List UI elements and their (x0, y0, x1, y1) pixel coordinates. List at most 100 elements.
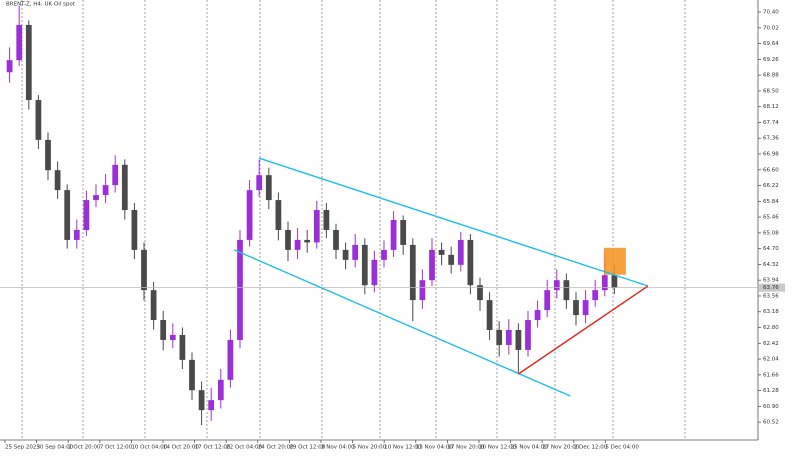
y-tick-label: 63.56 (763, 293, 779, 299)
x-tick-label: 13 Nov 04:00 (416, 445, 454, 451)
candle-body (304, 239, 311, 243)
current-price-label: 63.76 (763, 285, 779, 291)
candle-body (448, 254, 455, 265)
candle-body (131, 210, 138, 250)
candle-body (409, 244, 416, 301)
candle-body (477, 285, 483, 301)
y-tick-label: 65.08 (763, 230, 779, 236)
candle-body (400, 220, 407, 245)
x-tick-label: 3 Nov 04:00 (321, 445, 355, 451)
candle-body (563, 280, 570, 301)
candle-body (352, 244, 359, 260)
candle-body (429, 249, 435, 281)
x-tick-label: 17 Oct 12:00 (195, 445, 231, 451)
candle-body (515, 330, 522, 350)
candle-body (73, 229, 80, 240)
x-tick-label: 30 Sep 04:00 (37, 445, 74, 451)
y-tick-label: 69.26 (763, 57, 779, 63)
x-tick-label: 7 Oct 12:00 (100, 445, 133, 451)
candle-body (601, 275, 608, 291)
candle-body (275, 200, 282, 230)
y-tick-label: 70.40 (763, 10, 779, 16)
candle-body (227, 339, 234, 380)
y-tick-label: 62.42 (763, 341, 779, 347)
candle-body (534, 310, 541, 321)
candle-body (371, 259, 378, 286)
candle-body (83, 200, 90, 230)
trendline (233, 249, 571, 397)
y-tick-label: 60.52 (763, 420, 779, 426)
y-tick-label: 66.60 (763, 167, 779, 173)
candle-body (390, 220, 397, 250)
candle-body (179, 334, 186, 360)
x-tick-label: 10 Nov 12:00 (384, 445, 422, 451)
y-tick-label: 64.32 (763, 262, 779, 268)
candle-body (54, 170, 61, 191)
y-tick-label: 66.98 (763, 152, 779, 158)
candle-body (198, 390, 205, 411)
candle-body (141, 249, 147, 291)
candle-body (313, 210, 320, 243)
candle-body (16, 24, 23, 61)
candle-body (342, 249, 349, 260)
x-tick-label: 5 Dec 04:00 (605, 445, 639, 451)
candle-body (35, 100, 42, 140)
candle-body (544, 290, 551, 311)
candle-body (573, 300, 579, 316)
x-tick-label: 24 Oct 20:00 (258, 445, 294, 451)
candle-body (93, 195, 99, 201)
x-tick-label: 22 Oct 04:00 (226, 445, 262, 451)
y-tick-label: 61.28 (763, 388, 779, 394)
candle-body (64, 190, 71, 240)
candle-body (189, 359, 195, 391)
x-tick-label: 5 Nov 20:00 (353, 445, 387, 451)
x-tick-label: 27 Nov 20:00 (542, 445, 580, 451)
candle-body (294, 239, 301, 250)
y-tick-label: 66.22 (763, 183, 779, 189)
candle-body (217, 379, 224, 401)
candle-body (160, 320, 167, 340)
candle-body (582, 300, 589, 316)
y-tick-label: 63.94 (763, 278, 779, 284)
y-tick-label: 68.50 (763, 88, 779, 94)
candle-body (361, 244, 368, 286)
x-tick-label: 17 Nov 20:00 (447, 445, 485, 451)
y-tick-label: 65.46 (763, 215, 779, 221)
y-tick-label: 63.18 (763, 309, 779, 315)
y-tick-label: 60.90 (763, 404, 779, 410)
y-tick-label: 62.80 (763, 325, 779, 331)
candle-body (381, 249, 387, 260)
candle-body (323, 210, 330, 230)
period-separators (21, 0, 686, 440)
x-tick-label: 25 Sep 2025 (5, 445, 40, 451)
y-tick-label: 69.64 (763, 41, 779, 47)
candle-body (256, 175, 263, 191)
candle-body (237, 239, 243, 340)
candle-body (333, 229, 339, 250)
candle-body (525, 320, 531, 350)
candle-body (45, 139, 51, 171)
trendline (258, 157, 649, 287)
y-tick-label: 68.88 (763, 73, 779, 79)
candle-body (486, 300, 493, 330)
candle-body (25, 24, 32, 101)
candle-body (553, 280, 560, 291)
candle-body (121, 164, 128, 211)
x-tick-label: 29 Oct 12:00 (289, 445, 325, 451)
candle-body (102, 185, 109, 196)
candle-body (611, 275, 618, 288)
y-tick-label: 61.66 (763, 372, 779, 378)
x-tick-label: 2 Dec 12:00 (574, 445, 608, 451)
y-tick-label: 64.70 (763, 246, 779, 252)
candle-body (6, 60, 13, 73)
candle-body (467, 239, 474, 286)
x-tick-label: 14 Oct 20:00 (163, 445, 199, 451)
y-tick-label: 70.02 (763, 25, 779, 31)
x-tick-label: 25 Nov 04:00 (511, 445, 549, 451)
candle-body (592, 290, 599, 301)
candle-body (457, 239, 464, 265)
y-tick-label: 65.84 (763, 199, 779, 205)
x-tick-label: 2 Oct 20:00 (68, 445, 101, 451)
